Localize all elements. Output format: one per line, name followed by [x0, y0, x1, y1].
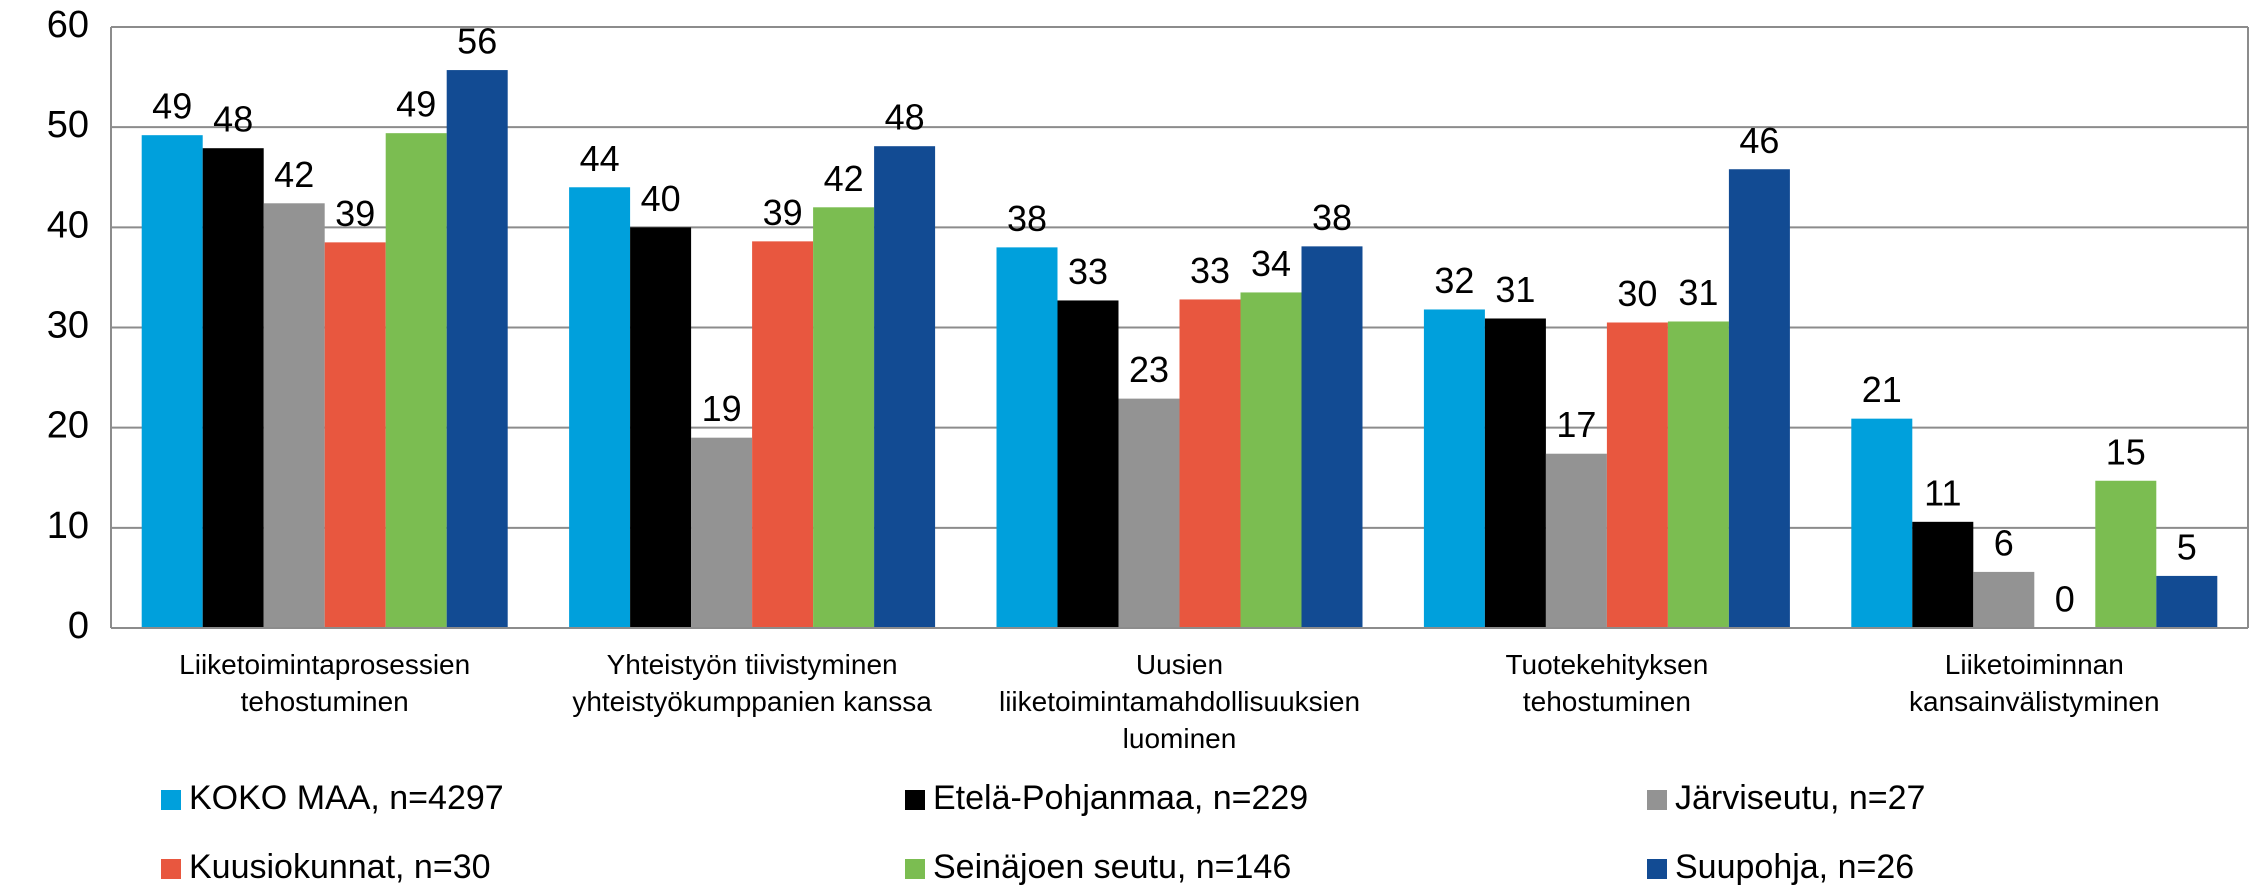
value-label: 33	[1068, 251, 1108, 292]
bar	[1973, 571, 2035, 628]
bar	[1912, 521, 1974, 628]
x-tick-label-line: liiketoimintamahdollisuuksien	[999, 686, 1360, 717]
bar	[569, 187, 631, 628]
y-tick-label: 50	[47, 104, 89, 146]
x-tick-label-line: kansainvälistyminen	[1909, 686, 2160, 717]
x-tick-label-line: tehostuminen	[241, 686, 409, 717]
legend-swatch	[905, 790, 925, 810]
bar	[630, 227, 692, 629]
value-label: 49	[396, 84, 436, 125]
bar	[1606, 322, 1668, 628]
value-label: 33	[1190, 250, 1230, 291]
value-label: 11	[1924, 472, 1961, 513]
value-label: 31	[1495, 269, 1535, 310]
bar	[202, 148, 264, 628]
value-label: 56	[457, 21, 497, 62]
bar	[1240, 292, 1302, 628]
value-label: 31	[1678, 272, 1718, 313]
x-tick-label: Uusien liiketoimintamahdollisuuksien luomi…	[999, 649, 1360, 754]
legend-swatch	[161, 859, 181, 879]
value-label: 21	[1862, 369, 1902, 410]
bar	[1667, 321, 1729, 628]
x-tick-label-line: yhteistyökumppanien kanssa	[572, 686, 932, 717]
x-tick-label-line: Tuotekehityksen	[1505, 649, 1708, 680]
legend-swatch	[905, 859, 925, 879]
bar	[1057, 300, 1119, 628]
bar	[141, 135, 203, 628]
legend-label: Etelä-Pohjanmaa, n=229	[933, 779, 1308, 817]
legend-swatch	[161, 790, 181, 810]
legend-swatch	[1647, 859, 1667, 879]
legend-label: Suupohja, n=26	[1675, 848, 1914, 886]
bar	[691, 437, 753, 628]
bar	[1118, 398, 1180, 628]
y-tick-label: 20	[47, 405, 89, 447]
x-tick-label: Liiketoimintaprosessien tehostuminen	[179, 649, 470, 717]
value-label: 0	[2055, 579, 2075, 620]
value-label: 48	[885, 97, 925, 138]
bar	[1728, 169, 1790, 628]
bar	[1545, 453, 1607, 628]
bar	[996, 247, 1058, 628]
value-label: 23	[1129, 349, 1169, 390]
value-label: 44	[580, 138, 620, 179]
value-label: 39	[335, 193, 375, 234]
legend-label: Järviseutu, n=27	[1675, 779, 1925, 817]
value-label: 5	[2177, 526, 2197, 567]
y-tick-label: 60	[47, 4, 89, 46]
legend-label: KOKO MAA, n=4297	[189, 779, 504, 817]
legend-label: Kuusiokunnat, n=30	[189, 848, 491, 886]
legend-label: Seinäjoen seutu, n=146	[933, 848, 1291, 886]
bar	[813, 207, 875, 629]
x-tick-label-line: Yhteistyön tiivistyminen	[607, 649, 898, 680]
value-label: 34	[1251, 243, 1291, 284]
value-label: 46	[1739, 120, 1779, 161]
y-tick-label: 40	[47, 204, 89, 246]
x-tick-label: Yhteistyön tiivistyminen yhteistyökumppan…	[572, 649, 932, 717]
y-tick-label: 30	[47, 305, 89, 347]
bar	[446, 70, 508, 629]
y-tick-label: 0	[68, 605, 89, 647]
x-tick-label: Tuotekehityksen tehostuminen	[1505, 649, 1708, 717]
x-tick-label-line: Liiketoimintaprosessien	[179, 649, 470, 680]
value-label: 39	[763, 192, 803, 233]
value-label: 38	[1312, 197, 1352, 238]
value-label: 48	[213, 99, 253, 140]
value-label: 38	[1007, 198, 1047, 239]
value-label: 42	[824, 158, 864, 199]
bar	[752, 241, 814, 628]
bar	[1179, 299, 1241, 628]
bar	[874, 146, 936, 628]
value-label: 49	[152, 86, 192, 127]
bar	[1301, 246, 1363, 629]
value-label: 15	[2106, 431, 2146, 472]
y-tick-label: 10	[47, 505, 89, 547]
bar	[324, 242, 386, 628]
x-tick-label-line: tehostuminen	[1523, 686, 1691, 717]
bar	[1423, 309, 1485, 628]
x-tick-label-line: luominen	[1123, 723, 1237, 754]
x-tick-label: Liiketoiminnan kansainvälistyminen	[1909, 649, 2160, 717]
value-label: 32	[1434, 260, 1474, 301]
bar	[1484, 318, 1546, 628]
x-tick-label-line: Liiketoiminnan	[1945, 649, 2124, 680]
value-label: 40	[641, 178, 681, 219]
value-label: 6	[1994, 522, 2014, 563]
value-label: 30	[1617, 273, 1657, 314]
bar	[385, 133, 447, 628]
bar	[2095, 480, 2157, 628]
x-tick-label-line: Uusien	[1136, 649, 1223, 680]
value-label: 19	[702, 388, 742, 429]
bar	[263, 203, 325, 628]
bar	[1851, 418, 1913, 628]
value-label: 42	[274, 154, 314, 195]
bar	[2156, 575, 2218, 628]
value-label: 17	[1556, 404, 1596, 445]
legend-swatch	[1647, 790, 1667, 810]
